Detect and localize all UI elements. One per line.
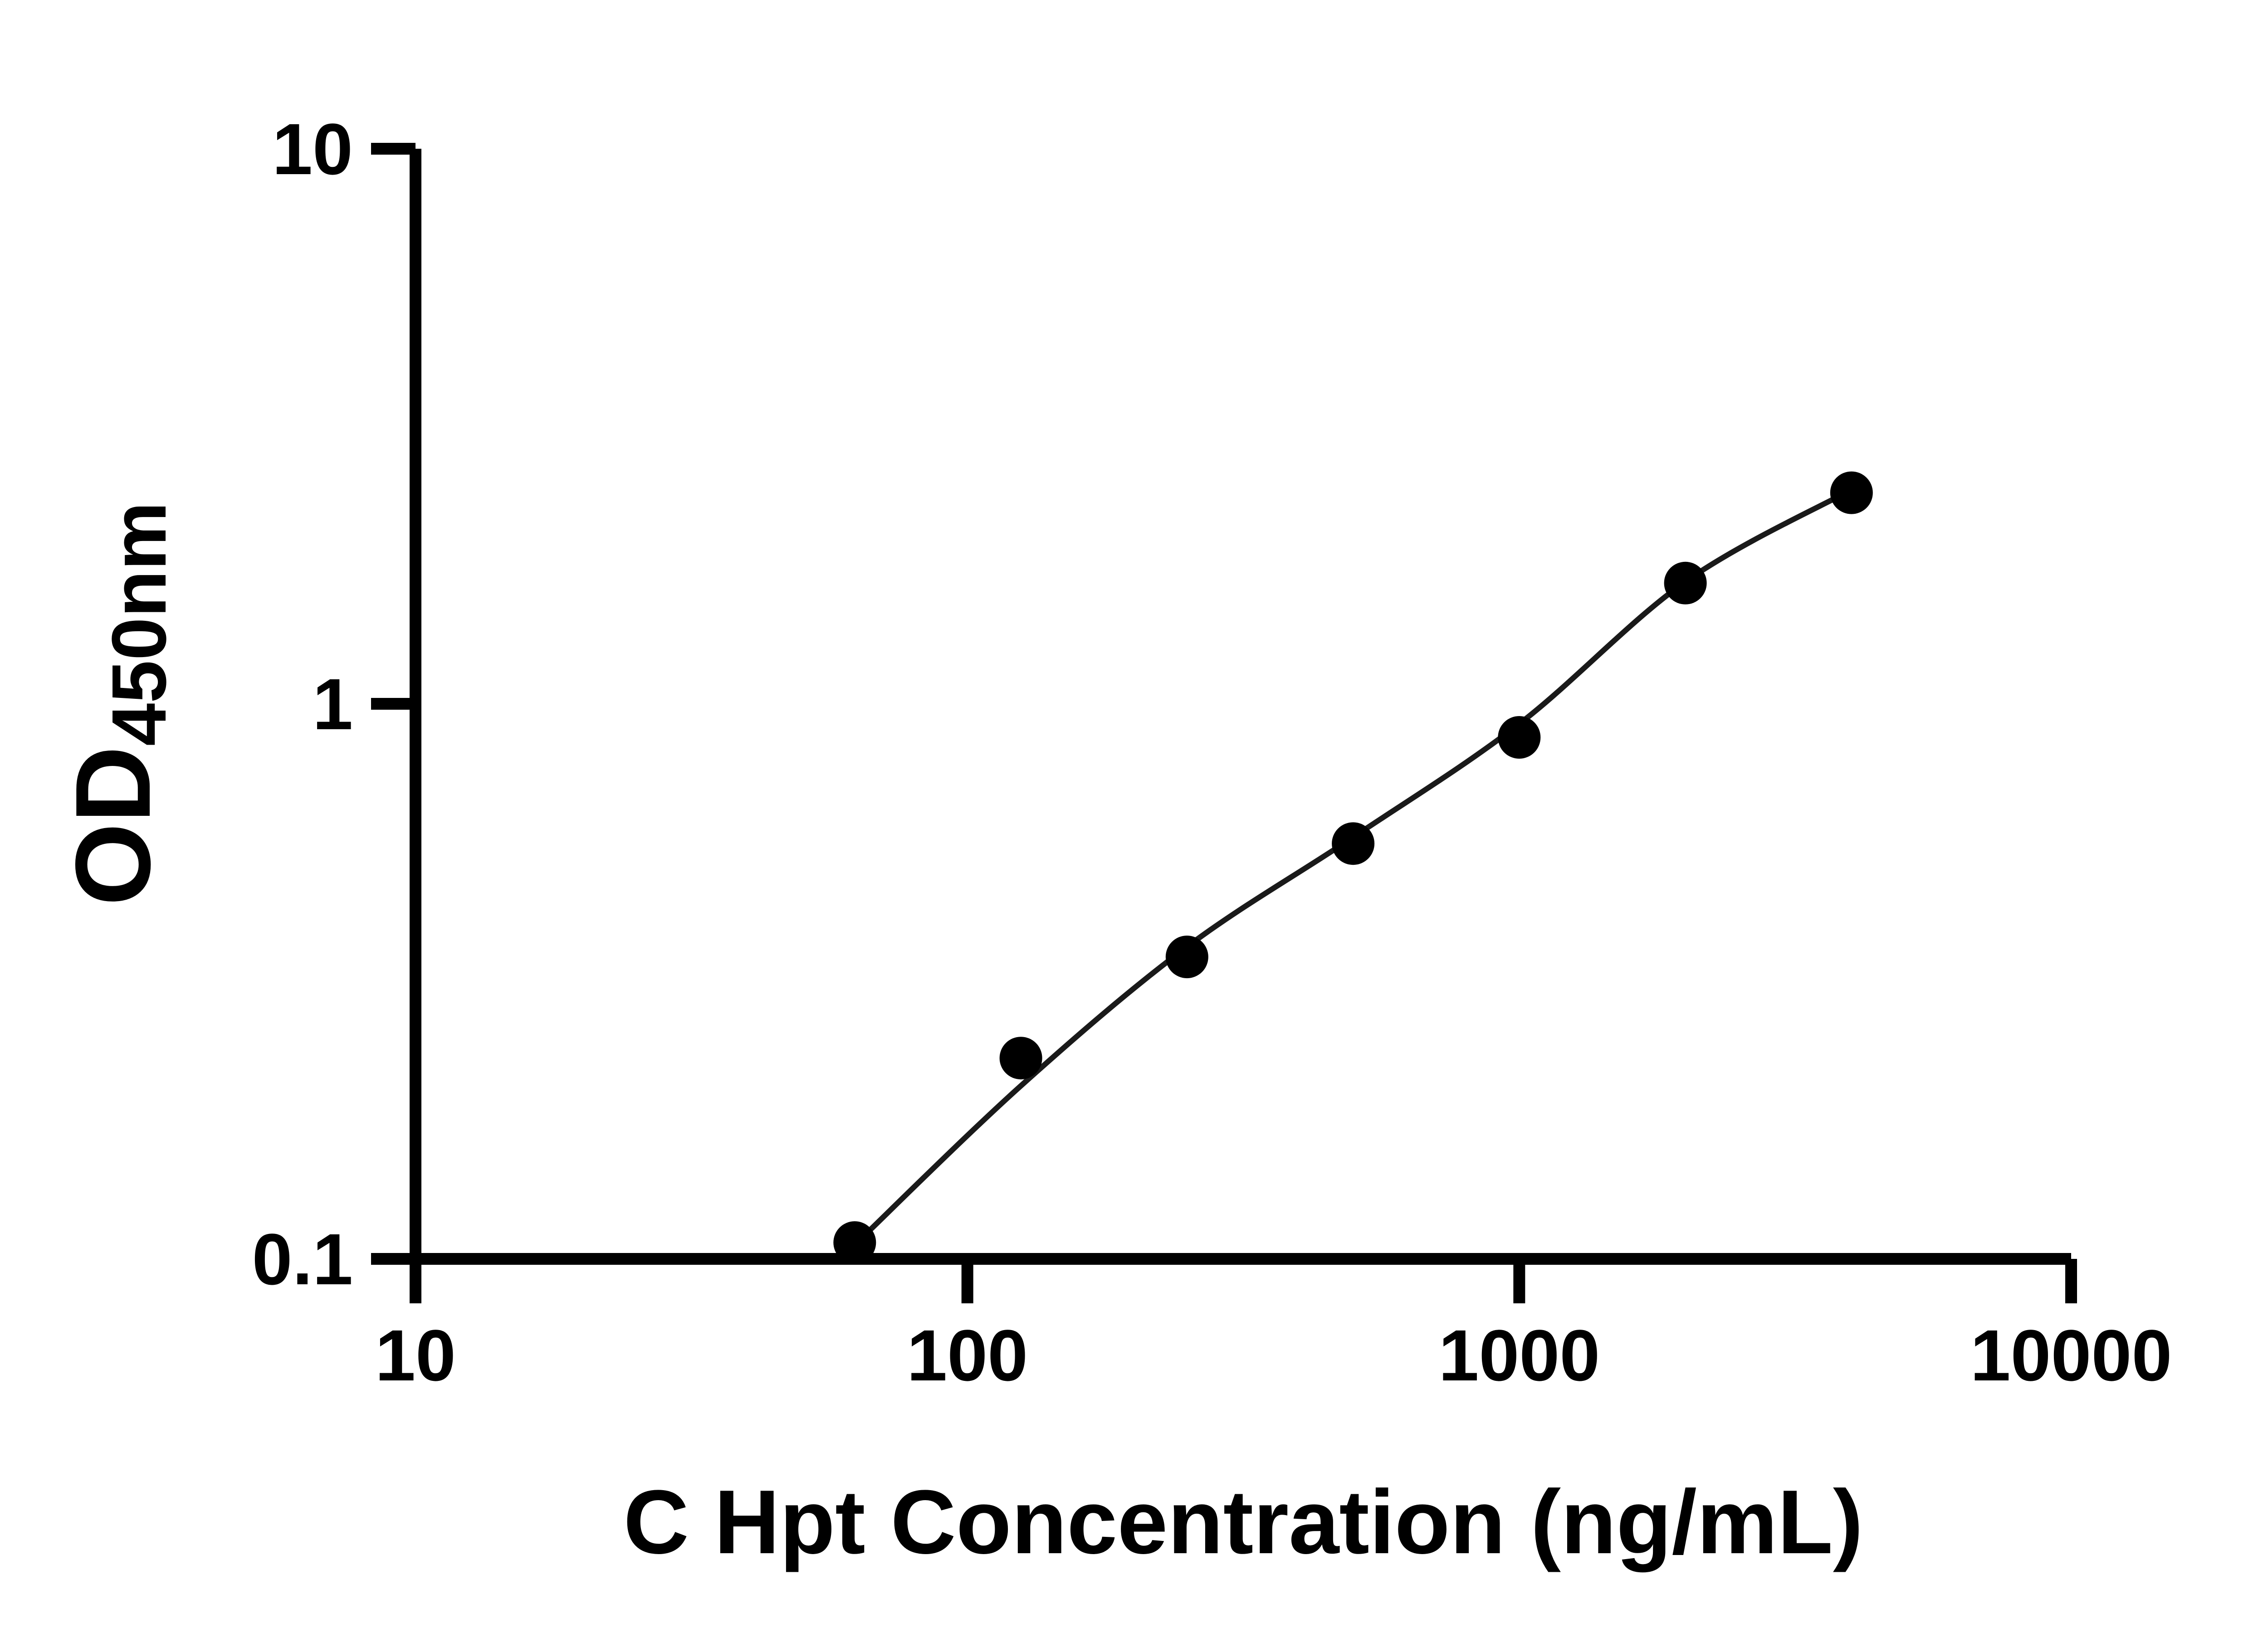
y-axis-title: OD450nm bbox=[53, 502, 182, 906]
y-axis-title-sub: 450nm bbox=[96, 502, 182, 746]
axis-spine bbox=[410, 149, 2071, 1265]
x-axis-title: C Hpt Concentration (ng/mL) bbox=[623, 1472, 1863, 1573]
fit-curve bbox=[852, 487, 1854, 1248]
x-tick-label: 10000 bbox=[1970, 1315, 2172, 1396]
x-tick-label: 100 bbox=[907, 1315, 1028, 1396]
y-tick-label: 1 bbox=[313, 663, 353, 745]
y-tick-label: 0.1 bbox=[252, 1219, 353, 1300]
data-point bbox=[1664, 561, 1707, 604]
chart-plot-area: 10 100 1000 10000 0.1 1 10 bbox=[252, 108, 2172, 1396]
y-axis-title-main: OD bbox=[53, 746, 172, 906]
data-point bbox=[1332, 822, 1375, 865]
y-tick-label: 10 bbox=[272, 108, 353, 190]
data-point bbox=[999, 1037, 1042, 1080]
data-point bbox=[1165, 936, 1208, 979]
data-point bbox=[833, 1221, 876, 1264]
data-point bbox=[1498, 716, 1541, 759]
x-tick-label: 1000 bbox=[1438, 1315, 1600, 1396]
x-tick-label: 10 bbox=[375, 1315, 456, 1396]
data-point bbox=[1830, 471, 1873, 514]
